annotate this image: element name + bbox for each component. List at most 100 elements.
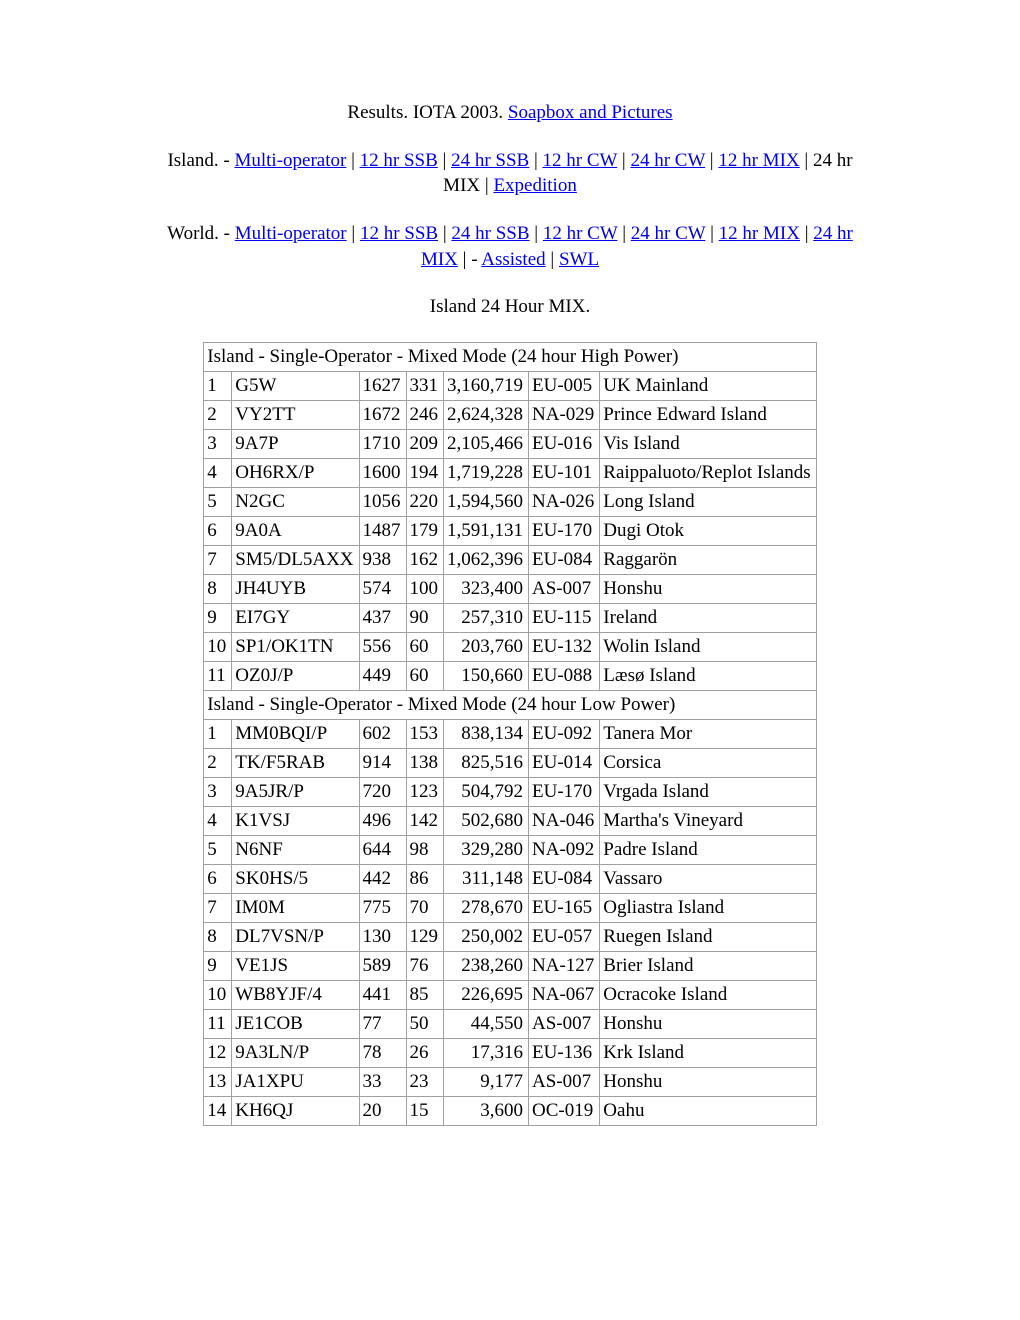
page-title: Results. IOTA 2003. Soapbox and Pictures	[150, 100, 870, 126]
score-cell: 2,624,328	[444, 400, 529, 429]
rank-cell: 4	[204, 458, 232, 487]
location-cell: Ruegen Island	[600, 922, 816, 951]
table-row: 7SM5/DL5AXX9381621,062,396EU-084Raggarön	[204, 545, 816, 574]
rank-cell: 9	[204, 951, 232, 980]
callsign-cell: IM0M	[232, 893, 359, 922]
table-row: 9EI7GY43790257,310EU-115Ireland	[204, 603, 816, 632]
callsign-cell: JE1COB	[232, 1009, 359, 1038]
iota-cell: NA-067	[529, 980, 600, 1009]
mult-cell: 23	[406, 1067, 444, 1096]
world-24hr-ssb-link[interactable]: 24 hr SSB	[451, 223, 529, 244]
qso-cell: 78	[359, 1038, 406, 1067]
iota-cell: EU-057	[529, 922, 600, 951]
callsign-cell: TK/F5RAB	[232, 748, 359, 777]
location-cell: Dugi Otok	[600, 516, 816, 545]
mult-cell: 142	[406, 806, 444, 835]
location-cell: Raggarön	[600, 545, 816, 574]
score-cell: 329,280	[444, 835, 529, 864]
island-multi-op-link[interactable]: Multi-operator	[234, 150, 346, 171]
score-cell: 3,160,719	[444, 371, 529, 400]
island-12hr-ssb-link[interactable]: 12 hr SSB	[360, 150, 438, 171]
qso-cell: 644	[359, 835, 406, 864]
iota-cell: EU-005	[529, 371, 600, 400]
iota-cell: EU-101	[529, 458, 600, 487]
qso-cell: 1600	[359, 458, 406, 487]
callsign-cell: OZ0J/P	[232, 661, 359, 690]
world-24hr-cw-link[interactable]: 24 hr CW	[631, 223, 706, 244]
score-cell: 238,260	[444, 951, 529, 980]
score-cell: 17,316	[444, 1038, 529, 1067]
rank-cell: 7	[204, 893, 232, 922]
location-cell: Læsø Island	[600, 661, 816, 690]
world-12hr-ssb-link[interactable]: 12 hr SSB	[360, 223, 438, 244]
soapbox-link[interactable]: Soapbox and Pictures	[508, 102, 673, 123]
score-cell: 1,591,131	[444, 516, 529, 545]
iota-cell: AS-007	[529, 574, 600, 603]
score-cell: 250,002	[444, 922, 529, 951]
mult-cell: 85	[406, 980, 444, 1009]
island-12hr-cw-link[interactable]: 12 hr CW	[543, 150, 618, 171]
qso-cell: 602	[359, 719, 406, 748]
iota-cell: EU-136	[529, 1038, 600, 1067]
rank-cell: 6	[204, 864, 232, 893]
rank-cell: 2	[204, 748, 232, 777]
rank-cell: 13	[204, 1067, 232, 1096]
island-prefix: Island. -	[167, 150, 234, 171]
table-row: 1G5W16273313,160,719EU-005UK Mainland	[204, 371, 816, 400]
location-cell: Wolin Island	[600, 632, 816, 661]
iota-cell: OC-019	[529, 1096, 600, 1125]
callsign-cell: OH6RX/P	[232, 458, 359, 487]
rank-cell: 4	[204, 806, 232, 835]
world-12hr-cw-link[interactable]: 12 hr CW	[543, 223, 618, 244]
iota-cell: EU-092	[529, 719, 600, 748]
mult-cell: 70	[406, 893, 444, 922]
location-cell: Honshu	[600, 1009, 816, 1038]
world-multi-op-link[interactable]: Multi-operator	[235, 223, 347, 244]
qso-cell: 574	[359, 574, 406, 603]
score-cell: 502,680	[444, 806, 529, 835]
table-row: 39A5JR/P720123504,792EU-170Vrgada Island	[204, 777, 816, 806]
iota-cell: EU-170	[529, 777, 600, 806]
qso-cell: 938	[359, 545, 406, 574]
island-24hr-ssb-link[interactable]: 24 hr SSB	[451, 150, 529, 171]
iota-cell: EU-165	[529, 893, 600, 922]
qso-cell: 33	[359, 1067, 406, 1096]
callsign-cell: DL7VSN/P	[232, 922, 359, 951]
island-12hr-mix-link[interactable]: 12 hr MIX	[718, 150, 799, 171]
title-prefix: Results. IOTA 2003.	[347, 102, 508, 123]
table-row: 8DL7VSN/P130129250,002EU-057Ruegen Islan…	[204, 922, 816, 951]
score-cell: 311,148	[444, 864, 529, 893]
location-cell: Brier Island	[600, 951, 816, 980]
section-header: Island - Single-Operator - Mixed Mode (2…	[204, 690, 816, 719]
qso-cell: 914	[359, 748, 406, 777]
callsign-cell: K1VSJ	[232, 806, 359, 835]
callsign-cell: WB8YJF/4	[232, 980, 359, 1009]
qso-cell: 437	[359, 603, 406, 632]
world-12hr-mix-link[interactable]: 12 hr MIX	[719, 223, 800, 244]
location-cell: Prince Edward Island	[600, 400, 816, 429]
callsign-cell: SK0HS/5	[232, 864, 359, 893]
qso-cell: 1056	[359, 487, 406, 516]
iota-cell: NA-046	[529, 806, 600, 835]
island-expedition-link[interactable]: Expedition	[493, 175, 576, 196]
rank-cell: 8	[204, 922, 232, 951]
section-header: Island - Single-Operator - Mixed Mode (2…	[204, 342, 816, 371]
rank-cell: 10	[204, 980, 232, 1009]
world-dash-sep: | -	[458, 249, 481, 270]
table-row: 2TK/F5RAB914138825,516EU-014Corsica	[204, 748, 816, 777]
table-row: 4K1VSJ496142502,680NA-046Martha's Vineya…	[204, 806, 816, 835]
mult-cell: 209	[406, 429, 444, 458]
callsign-cell: VY2TT	[232, 400, 359, 429]
island-24hr-cw-link[interactable]: 24 hr CW	[630, 150, 705, 171]
world-assisted-link[interactable]: Assisted	[481, 249, 545, 270]
location-cell: Long Island	[600, 487, 816, 516]
subtitle: Island 24 Hour MIX.	[150, 294, 870, 320]
table-row: 4OH6RX/P16001941,719,228EU-101Raippaluot…	[204, 458, 816, 487]
qso-cell: 441	[359, 980, 406, 1009]
callsign-cell: VE1JS	[232, 951, 359, 980]
score-cell: 1,594,560	[444, 487, 529, 516]
callsign-cell: 9A5JR/P	[232, 777, 359, 806]
mult-cell: 129	[406, 922, 444, 951]
mult-cell: 26	[406, 1038, 444, 1067]
world-swl-link[interactable]: SWL	[559, 249, 599, 270]
